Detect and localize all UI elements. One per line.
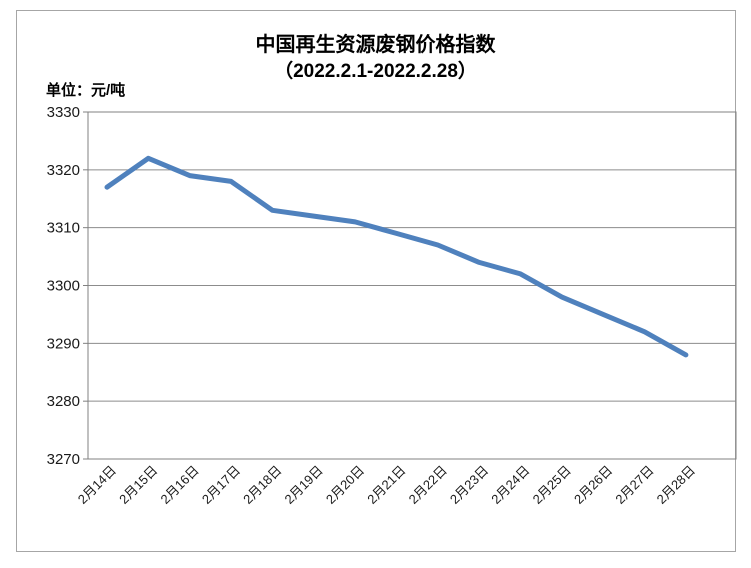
y-axis-label: 3310 xyxy=(47,220,80,237)
x-axis-label: 2月19日 xyxy=(282,463,326,507)
x-axis-label: 2月25日 xyxy=(530,463,574,507)
price-index-line xyxy=(104,155,689,358)
chart-title: 中国再生资源废钢价格指数 xyxy=(255,34,496,56)
x-axis-label: 2月18日 xyxy=(240,463,284,507)
y-axis-label: 3290 xyxy=(47,335,80,352)
x-axis-label: 2月15日 xyxy=(116,463,160,507)
x-axis-label: 2月27日 xyxy=(612,463,656,507)
x-axis-label: 2月16日 xyxy=(157,463,201,507)
x-axis-label: 2月24日 xyxy=(488,463,532,507)
x-axis-label: 2月23日 xyxy=(447,463,491,507)
y-axis-label: 3280 xyxy=(47,393,80,410)
y-axis-label: 3330 xyxy=(47,104,80,121)
chart-frame xyxy=(16,10,736,552)
plot-border xyxy=(87,111,737,460)
unit-label: 单位：元/吨 xyxy=(46,82,126,99)
y-axis-label: 3270 xyxy=(47,451,80,468)
x-axis-label: 2月21日 xyxy=(364,463,408,507)
x-axis-label: 2月28日 xyxy=(654,463,698,507)
x-axis-label: 2月20日 xyxy=(323,463,367,507)
y-axis-label: 3320 xyxy=(47,162,80,179)
x-axis-label: 2月17日 xyxy=(199,463,243,507)
x-axis-label: 2月22日 xyxy=(406,463,450,507)
x-axis-label: 2月26日 xyxy=(571,463,615,507)
chart-subtitle: （2022.2.1-2022.2.28） xyxy=(274,61,477,82)
y-axis-label: 3300 xyxy=(47,278,80,295)
x-axis-label: 2月14日 xyxy=(75,463,119,507)
